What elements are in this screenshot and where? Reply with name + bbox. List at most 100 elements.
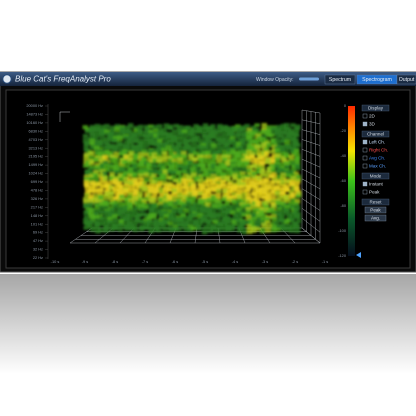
spectrogram-cell — [132, 155, 139, 160]
spectrogram-cell — [231, 167, 238, 173]
spectrogram-cell — [167, 169, 173, 175]
spectrogram-cell — [259, 227, 266, 234]
spectrogram-cell — [202, 126, 208, 134]
spectrogram-cell — [146, 192, 152, 198]
spectrogram-cell — [196, 211, 202, 216]
checkbox[interactable] — [362, 155, 368, 161]
tab-label[interactable]: Spectrum — [329, 77, 351, 83]
spectrogram-cell — [133, 133, 140, 140]
spectrogram-cell — [288, 195, 295, 200]
spectrogram-cell — [276, 224, 282, 229]
spectrogram-cell — [84, 192, 90, 198]
spectrogram-cell — [295, 174, 302, 181]
opacity-slider[interactable] — [299, 77, 319, 81]
tab-label[interactable]: Spectrogram — [362, 77, 392, 83]
button[interactable] — [364, 206, 387, 214]
spectrogram-cell — [177, 189, 183, 194]
spectrogram-cell — [163, 161, 169, 167]
spectrogram-cell — [173, 148, 179, 153]
spectrogram-cell — [152, 158, 159, 163]
spectrogram-cell — [250, 214, 257, 220]
option-label[interactable]: Max Ch. — [369, 163, 386, 168]
spectrogram-cell — [141, 149, 148, 155]
spectrogram-cell — [161, 177, 167, 181]
option-label[interactable]: Instant — [369, 181, 384, 186]
spectrogram-cell — [118, 201, 124, 209]
option-label[interactable]: Peak — [369, 189, 380, 194]
spectrogram-cell — [138, 133, 145, 138]
spectrogram-cell — [285, 173, 292, 178]
spectrogram-cell — [126, 221, 133, 227]
checkbox[interactable] — [362, 139, 368, 145]
spectrogram-cell — [181, 151, 187, 158]
spectrogram-cell — [143, 217, 149, 224]
spectrogram-cell — [131, 199, 138, 205]
checkbox[interactable] — [362, 163, 368, 169]
spectrogram-cell — [89, 165, 95, 170]
spectrogram-cell — [188, 208, 194, 213]
spectrogram-cell — [276, 174, 282, 180]
option-label[interactable]: 2D — [369, 113, 376, 118]
spectrogram-cell — [82, 125, 89, 130]
spectrogram-cell — [83, 177, 90, 182]
level-label: -100 — [338, 228, 347, 233]
section-header — [361, 172, 390, 180]
spectrogram-cell — [87, 223, 94, 229]
spectrogram-cell — [266, 125, 272, 131]
option-label[interactable]: Right Ch. — [369, 147, 388, 152]
spectrogram-cell — [128, 181, 135, 186]
spectrogram-cell — [290, 185, 297, 191]
spectrogram-cell — [113, 157, 119, 164]
spectrogram-cell — [147, 189, 154, 194]
spectrogram-cell — [200, 207, 206, 213]
spectrogram-cell — [244, 189, 251, 195]
option-label[interactable]: 3D — [369, 121, 376, 126]
spectrogram-cell — [222, 188, 229, 194]
button-label[interactable]: Peak — [370, 207, 381, 212]
option-label[interactable]: Left Ch. — [369, 139, 385, 144]
frequency-label: 2195 Hz — [29, 154, 44, 159]
spectrogram-cell — [270, 126, 277, 132]
spectrogram-cell — [118, 151, 125, 156]
spectrogram-cell — [102, 175, 109, 182]
checkbox[interactable] — [362, 181, 368, 187]
spectrogram-cell — [230, 223, 236, 229]
spectrogram-cell — [93, 126, 100, 132]
button[interactable] — [364, 214, 387, 222]
button-label[interactable]: Avg. — [371, 215, 380, 220]
spectrogram-cell — [121, 174, 128, 180]
checkbox[interactable] — [362, 189, 368, 195]
spectrogram-cell — [158, 214, 164, 219]
frequency-label: 69 Hz — [33, 230, 43, 235]
spectrogram-cell — [221, 183, 227, 188]
spectrogram-cell — [278, 133, 285, 138]
spectrogram-cell — [183, 179, 189, 186]
spectrogram-cell — [126, 138, 133, 144]
spectrogram-cell — [195, 168, 202, 173]
option-label[interactable]: Avg Ch. — [369, 155, 385, 160]
tab[interactable] — [324, 74, 356, 85]
spectrogram-cell — [215, 203, 222, 210]
spectrogram-cell — [104, 168, 110, 172]
checkbox[interactable] — [362, 113, 368, 119]
spectrogram-cell — [83, 215, 90, 220]
tab[interactable] — [396, 74, 416, 85]
spectrogram-cell — [181, 154, 188, 160]
spectrogram-cell — [280, 155, 287, 161]
spectrogram-cell — [188, 182, 194, 187]
title-bar — [0, 72, 416, 86]
tab-label[interactable]: Output — [399, 77, 415, 83]
spectrogram-cell — [254, 157, 261, 162]
spectrogram-cell — [99, 132, 105, 138]
spectrogram-cell — [123, 154, 130, 161]
spectrogram-cell — [190, 226, 197, 231]
spectrogram-cell — [93, 170, 99, 176]
checkbox[interactable] — [362, 147, 368, 153]
spectrogram-cell — [117, 186, 123, 193]
spectrogram-cell — [200, 157, 206, 162]
spectrogram-cell — [255, 213, 262, 220]
spectrogram-cell — [235, 201, 242, 208]
checkbox[interactable] — [362, 121, 368, 127]
spectrogram-cell — [290, 144, 297, 150]
spectrogram-cell — [195, 207, 201, 212]
